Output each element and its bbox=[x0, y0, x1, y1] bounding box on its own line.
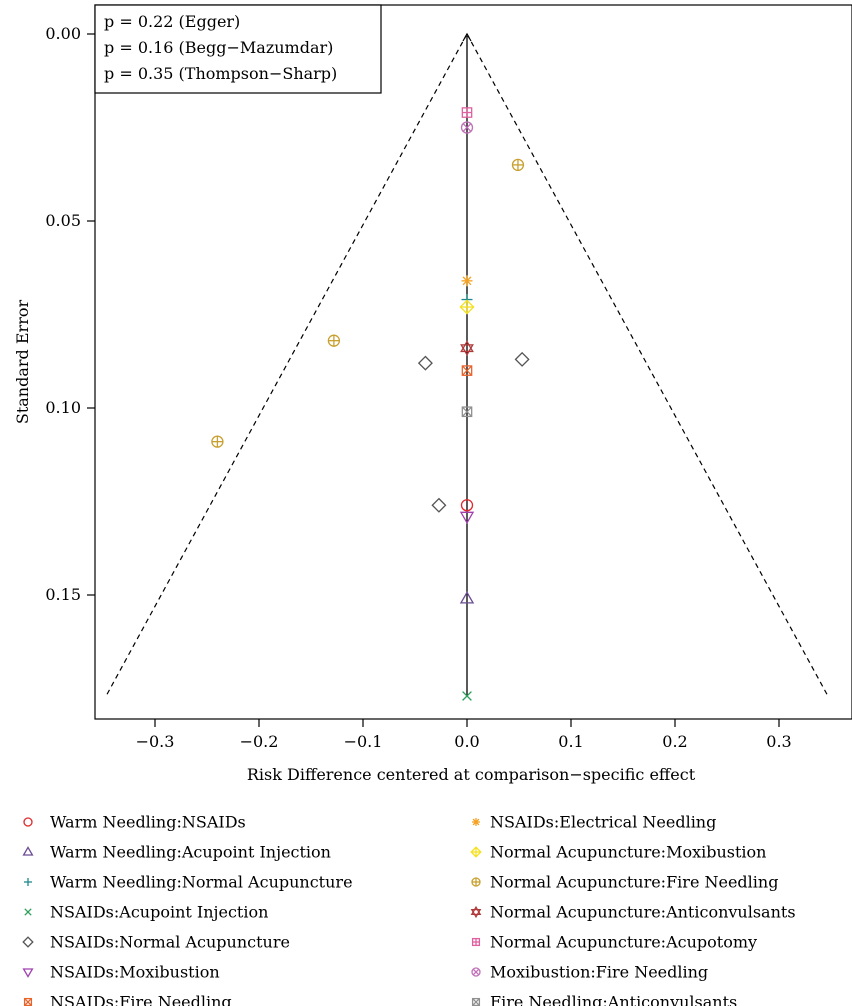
legend-marker-normal-acupuncture-anticonvulsants bbox=[470, 905, 482, 919]
y-tick-label-2: 0.10 bbox=[45, 398, 81, 417]
legend-label-nsaids-acupoint-injection: NSAIDs:Acupoint Injection bbox=[50, 903, 268, 922]
legend-marker-warm-needling-nsaids bbox=[23, 817, 33, 827]
point-nsaids-normal-acupuncture-2 bbox=[514, 351, 530, 367]
y-tick-label-1: 0.05 bbox=[45, 211, 81, 230]
x-axis-title: Risk Difference centered at comparison−s… bbox=[247, 765, 696, 784]
x-tick-label-0: −0.3 bbox=[136, 732, 175, 751]
point-nsaids-electrical-needling-1 bbox=[461, 275, 473, 287]
legend-label-nsaids-electrical-needling: NSAIDs:Electrical Needling bbox=[490, 813, 716, 832]
point-normal-acupuncture-fire-needling-1 bbox=[511, 158, 525, 172]
legend-label-normal-acupuncture-moxibustion: Normal Acupuncture:Moxibustion bbox=[490, 843, 766, 862]
stat-begg-mazumdar: p = 0.16 (Begg−Mazumdar) bbox=[104, 38, 333, 57]
point-nsaids-normal-acupuncture-1 bbox=[417, 355, 433, 371]
point-warm-needling-nsaids-1 bbox=[460, 499, 474, 512]
point-moxibustion-fire-needling-1 bbox=[460, 121, 474, 134]
legend-label-normal-acupuncture-acupotomy: Normal Acupuncture:Acupotomy bbox=[490, 933, 757, 952]
y-tick-label-3: 0.15 bbox=[45, 585, 81, 604]
legend-marker-nsaids-moxibustion bbox=[22, 968, 34, 978]
legend-marker-warm-needling-acupoint-injection bbox=[22, 846, 34, 856]
x-tick-label-4: 0.1 bbox=[558, 732, 583, 751]
points-layer bbox=[211, 107, 530, 701]
plot-frame bbox=[94, 4, 852, 720]
stat-thompson-sharp: p = 0.35 (Thompson−Sharp) bbox=[104, 64, 337, 83]
point-nsaids-acupoint-injection-1 bbox=[462, 691, 472, 701]
point-normal-acupuncture-fire-needling-3 bbox=[211, 435, 224, 448]
axes-layer: −0.3 −0.2 −0.1 0.0 0.1 0.2 0.3 0.00 0.05 0.10 0.15 bbox=[45, 24, 791, 751]
point-nsaids-fire-needling-1 bbox=[461, 365, 473, 376]
legend-label-nsaids-fire-needling: NSAIDs:Fire Needling bbox=[50, 993, 232, 1006]
legend-marker-normal-acupuncture-acupotomy bbox=[471, 937, 481, 947]
legend-label-normal-acupuncture-fire-needling: Normal Acupuncture:Fire Needling bbox=[490, 873, 778, 892]
point-normal-acupuncture-anticonvulsants-1 bbox=[460, 340, 474, 357]
legend: Warm Needling:NSAIDs Warm Needling:Acupoi… bbox=[22, 813, 796, 1006]
x-tick-label-3: 0.0 bbox=[454, 732, 479, 751]
legend-marker-normal-acupuncture-fire-needling bbox=[471, 877, 481, 887]
point-normal-acupuncture-fire-needling-2 bbox=[327, 334, 341, 347]
point-nsaids-moxibustion-1 bbox=[459, 511, 475, 525]
legend-marker-nsaids-electrical-needling bbox=[472, 818, 480, 826]
legend-label-warm-needling-nsaids: Warm Needling:NSAIDs bbox=[50, 813, 246, 832]
legend-label-warm-needling-normal-acupuncture: Warm Needling:Normal Acupuncture bbox=[50, 873, 353, 892]
stat-box: p = 0.22 (Egger) p = 0.16 (Begg−Mazumdar… bbox=[94, 4, 382, 94]
legend-marker-nsaids-normal-acupuncture bbox=[22, 936, 34, 948]
legend-marker-nsaids-acupoint-injection bbox=[24, 908, 32, 916]
point-warm-needling-acupoint-injection-1 bbox=[459, 591, 475, 604]
x-tick-label-1: −0.2 bbox=[240, 732, 279, 751]
legend-label-normal-acupuncture-anticonvulsants: Normal Acupuncture:Anticonvulsants bbox=[490, 903, 796, 922]
legend-label-moxibustion-fire-needling: Moxibustion:Fire Needling bbox=[490, 963, 708, 982]
legend-marker-fire-needling-anticonvulsants bbox=[471, 997, 481, 1006]
y-axis-title: Standard Error bbox=[13, 300, 32, 425]
legend-marker-moxibustion-fire-needling bbox=[471, 967, 481, 977]
legend-marker-normal-acupuncture-moxibustion bbox=[470, 846, 482, 858]
stat-egger: p = 0.22 (Egger) bbox=[104, 12, 240, 31]
y-tick-label-0: 0.00 bbox=[45, 24, 81, 43]
legend-marker-nsaids-fire-needling bbox=[23, 997, 33, 1006]
legend-label-fire-needling-anticonvulsants: Fire Needling:Anticonvulsants bbox=[490, 993, 737, 1006]
funnel-left-line bbox=[105, 33, 468, 697]
point-fire-needling-anticonvulsants-1 bbox=[461, 406, 473, 418]
funnel-apex-arrow bbox=[462, 32, 472, 42]
point-normal-acupuncture-acupotomy-1 bbox=[461, 107, 473, 118]
legend-label-nsaids-normal-acupuncture: NSAIDs:Normal Acupuncture bbox=[50, 933, 290, 952]
stat-box-frame bbox=[94, 4, 382, 94]
legend-marker-warm-needling-normal-acupuncture bbox=[24, 878, 32, 886]
x-tick-label-2: −0.1 bbox=[344, 732, 383, 751]
point-nsaids-normal-acupuncture-3 bbox=[431, 497, 447, 513]
legend-label-warm-needling-acupoint-injection: Warm Needling:Acupoint Injection bbox=[50, 843, 331, 862]
x-tick-label-6: 0.3 bbox=[766, 732, 791, 751]
legend-label-nsaids-moxibustion: NSAIDs:Moxibustion bbox=[50, 963, 220, 982]
x-tick-label-5: 0.2 bbox=[662, 732, 687, 751]
point-normal-acupuncture-moxibustion-1 bbox=[459, 299, 475, 315]
